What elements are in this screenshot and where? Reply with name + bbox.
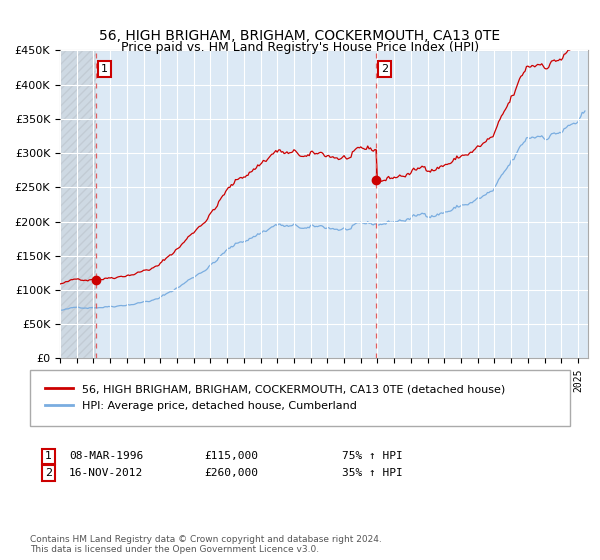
Text: £260,000: £260,000 — [204, 468, 258, 478]
Text: 56, HIGH BRIGHAM, BRIGHAM, COCKERMOUTH, CA13 0TE: 56, HIGH BRIGHAM, BRIGHAM, COCKERMOUTH, … — [100, 29, 500, 44]
Legend: 56, HIGH BRIGHAM, BRIGHAM, COCKERMOUTH, CA13 0TE (detached house), HPI: Average : 56, HIGH BRIGHAM, BRIGHAM, COCKERMOUTH, … — [41, 380, 510, 416]
Text: 08-MAR-1996: 08-MAR-1996 — [69, 451, 143, 461]
Text: 75% ↑ HPI: 75% ↑ HPI — [342, 451, 403, 461]
FancyBboxPatch shape — [30, 370, 570, 426]
Text: 1: 1 — [45, 451, 52, 461]
Text: 1: 1 — [101, 64, 108, 74]
Text: Contains HM Land Registry data © Crown copyright and database right 2024.
This d: Contains HM Land Registry data © Crown c… — [30, 535, 382, 554]
Text: 2: 2 — [381, 64, 388, 74]
Text: Price paid vs. HM Land Registry's House Price Index (HPI): Price paid vs. HM Land Registry's House … — [121, 41, 479, 54]
Text: 2: 2 — [45, 468, 52, 478]
Text: 16-NOV-2012: 16-NOV-2012 — [69, 468, 143, 478]
Text: £115,000: £115,000 — [204, 451, 258, 461]
Text: 35% ↑ HPI: 35% ↑ HPI — [342, 468, 403, 478]
